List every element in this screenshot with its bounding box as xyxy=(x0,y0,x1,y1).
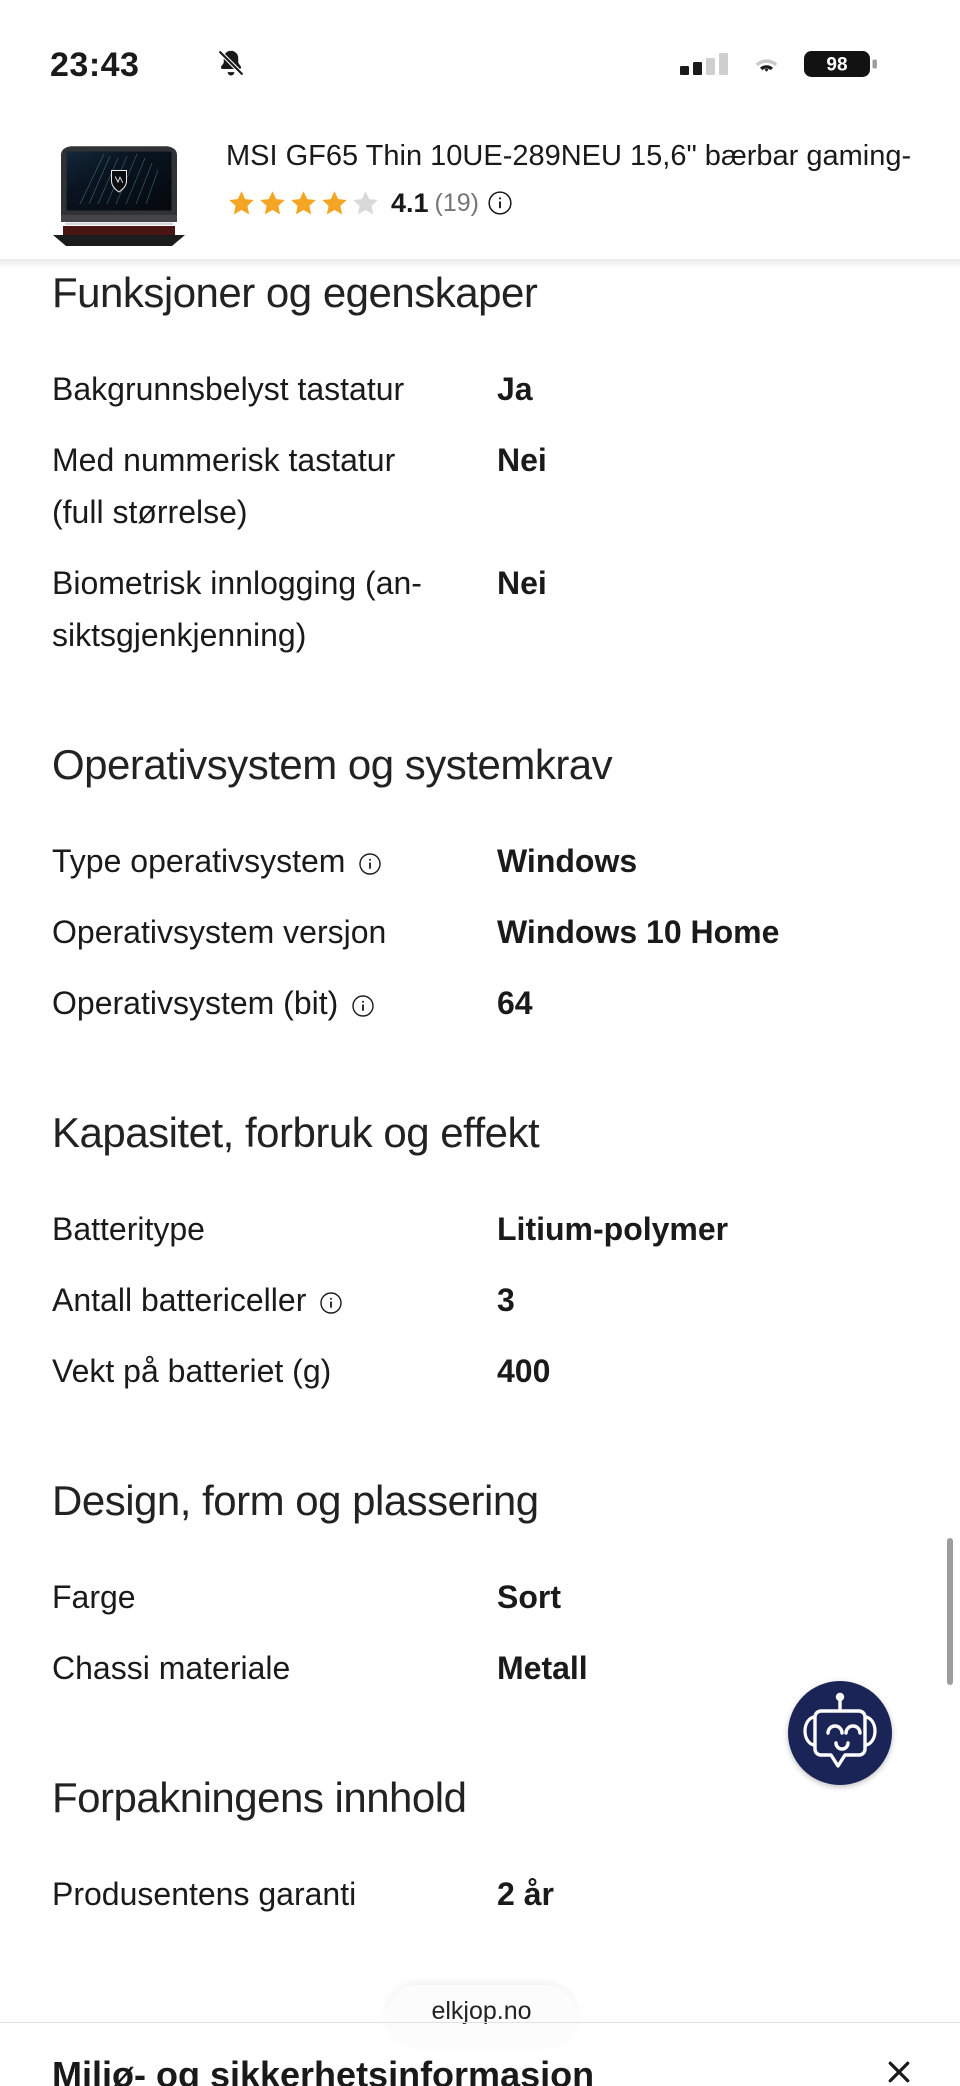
svg-text:98: 98 xyxy=(826,55,847,76)
